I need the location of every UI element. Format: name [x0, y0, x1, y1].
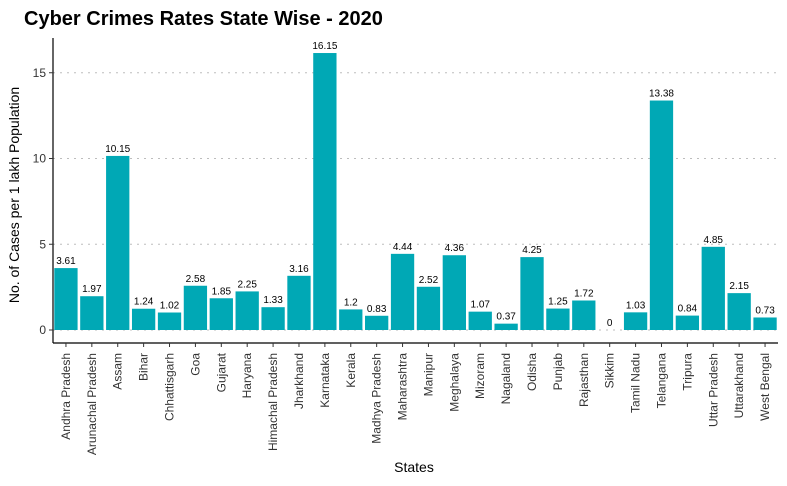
data-labels: 3.61 1.97 10.15 1.24 1.02 2.58 1.85 2.25 1.33 3.1… [56, 41, 775, 329]
bar [339, 309, 363, 330]
data-label: 0.37 [496, 312, 516, 323]
data-label: 1.33 [263, 295, 283, 306]
data-label: 1.25 [548, 297, 568, 308]
bar [183, 285, 208, 330]
data-label: 1.85 [212, 286, 232, 297]
data-label: 1.07 [470, 300, 490, 311]
bar [468, 311, 492, 330]
bar [546, 308, 570, 330]
x-tick-label: Mizoram [473, 353, 487, 399]
x-tick-label: Karnataka [318, 353, 332, 408]
bar [209, 298, 233, 330]
x-tick-label: Nagaland [499, 353, 513, 404]
x-tick-label: Haryana [240, 353, 254, 399]
x-tick-label: Meghalaya [447, 353, 461, 412]
data-label: 1.2 [344, 297, 358, 308]
bar [235, 291, 259, 330]
bar [80, 296, 104, 330]
bar [753, 317, 777, 330]
x-tick-label: Madhya Pradesh [370, 353, 384, 444]
data-label: 0.73 [755, 305, 775, 316]
bar [54, 268, 78, 330]
bar [572, 300, 596, 330]
x-tick-label: Telangana [654, 353, 668, 409]
y-ticks: 0 5 10 15 [33, 66, 53, 337]
data-label: 0 [607, 318, 613, 329]
data-label: 1.02 [160, 301, 180, 312]
x-tick-label: Punjab [551, 353, 565, 391]
bar [131, 308, 156, 330]
y-tick-label: 5 [39, 237, 46, 251]
bar [649, 100, 674, 330]
x-axis-title: States [394, 459, 434, 475]
bar [106, 155, 130, 330]
bar [157, 312, 182, 330]
data-label: 1.72 [574, 289, 594, 300]
x-tick-label: Odisha [525, 353, 539, 391]
x-tick-label: Rajasthan [577, 353, 591, 407]
x-tick-label: Uttar Pradesh [706, 353, 720, 427]
x-tick-label: Jharkhand [292, 353, 306, 409]
data-label: 4.36 [445, 243, 465, 254]
bar [287, 275, 311, 330]
x-tick-label: Himachal Pradesh [266, 353, 280, 451]
x-tick-label: Sikkim [603, 353, 617, 388]
data-label: 4.85 [704, 235, 724, 246]
bar [261, 307, 285, 330]
bar [390, 253, 415, 330]
bar [701, 246, 725, 330]
x-tick-label: Gujarat [214, 352, 228, 392]
bar [727, 293, 751, 330]
x-tick-label: Kerala [344, 353, 358, 388]
x-tick-label: Tripura [680, 353, 694, 391]
data-label: 3.16 [289, 264, 309, 275]
data-label: 0.84 [678, 304, 698, 315]
data-label: 16.15 [312, 41, 337, 52]
data-label: 0.83 [367, 304, 387, 315]
bar [313, 53, 337, 330]
bar [675, 315, 700, 330]
x-tick-label: Goa [188, 353, 202, 376]
data-label: 1.24 [134, 297, 154, 308]
bar [365, 315, 389, 330]
x-tick-label: Maharashtra [396, 353, 410, 421]
data-label: 13.38 [649, 89, 674, 100]
x-tick-label: Assam [111, 353, 125, 390]
bar [494, 323, 518, 330]
y-tick-label: 0 [39, 323, 46, 337]
data-label: 3.61 [56, 256, 76, 267]
bar [442, 255, 466, 330]
x-tick-label: Manipur [421, 353, 435, 396]
x-tick-label: Chhattisgarh [163, 353, 177, 421]
data-label: 2.15 [729, 281, 749, 292]
y-axis-title: No. of Cases per 1 lakh Population [6, 87, 22, 303]
bar [416, 286, 441, 330]
y-tick-label: 10 [33, 152, 47, 166]
chart-title: Cyber Crimes Rates State Wise - 2020 [24, 8, 383, 30]
y-tick-label: 15 [33, 66, 47, 80]
x-tick-label: Uttarakhand [732, 353, 746, 418]
data-label: 2.58 [186, 274, 206, 285]
data-label: 4.44 [393, 242, 413, 253]
x-tick-label: Arunachal Pradesh [85, 353, 99, 455]
x-tick-label: Andhra Pradesh [59, 353, 73, 440]
x-tick-label: Bihar [137, 353, 151, 381]
bar [520, 257, 544, 330]
data-label: 1.03 [626, 300, 646, 311]
data-label: 10.15 [105, 144, 130, 155]
axes [52, 38, 778, 344]
data-label: 2.52 [419, 275, 439, 286]
data-label: 1.97 [82, 284, 102, 295]
x-ticks: Andhra Pradesh Arunachal Pradesh Assam Biha… [59, 343, 772, 455]
data-label: 2.25 [237, 279, 257, 290]
bars [54, 53, 777, 330]
x-tick-label: West Bengal [758, 353, 772, 421]
data-label: 4.25 [522, 245, 542, 256]
bar [623, 312, 648, 330]
x-tick-label: Tamil Nadu [629, 353, 643, 413]
